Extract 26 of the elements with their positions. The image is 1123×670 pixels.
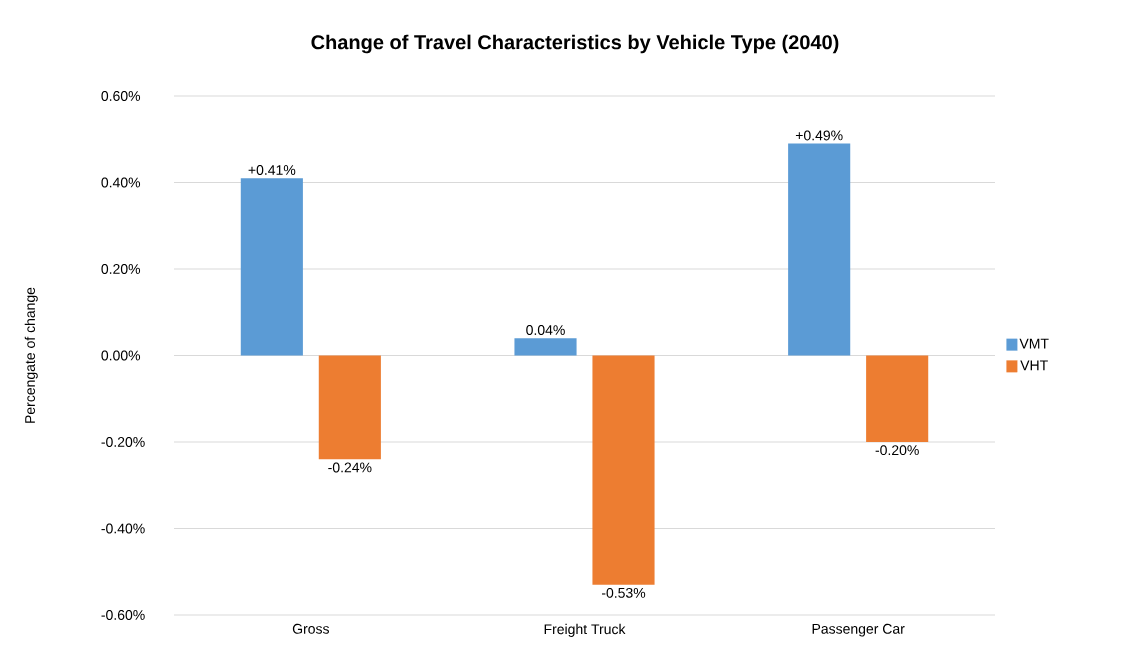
y-tick-label: 0.40% — [101, 177, 141, 188]
x-tick-label: Freight Truck — [544, 623, 626, 637]
data-label: +0.49% — [795, 130, 843, 141]
bar — [788, 143, 851, 356]
y-tick-label: 0.00% — [101, 350, 141, 361]
bar — [866, 355, 929, 442]
chart-title: Change of Travel Characteristics by Vehicle Type (2040) — [311, 34, 839, 54]
y-tick-label: -0.20% — [101, 437, 145, 447]
data-label: 0.04% — [526, 325, 565, 335]
data-label: +0.41% — [248, 165, 296, 175]
y-axis-title: Percengate of change — [24, 287, 38, 423]
x-tick-label: Passenger Car — [812, 623, 905, 637]
bar — [514, 338, 577, 356]
x-tick-label: Gross — [292, 623, 329, 634]
bar — [592, 355, 655, 585]
data-label: -0.20% — [875, 445, 919, 456]
y-tick-label: -0.60% — [101, 610, 145, 620]
legend-label: VMT — [1019, 338, 1049, 349]
data-label: -0.53% — [601, 587, 646, 598]
legend-label: VHT — [1020, 360, 1048, 371]
y-tick-label: -0.40% — [101, 523, 145, 534]
y-tick-label: 0.60% — [101, 91, 141, 101]
bar — [240, 178, 303, 356]
y-tick-label: 0.20% — [101, 264, 141, 274]
bar — [318, 355, 381, 460]
data-label: -0.24% — [328, 462, 372, 473]
